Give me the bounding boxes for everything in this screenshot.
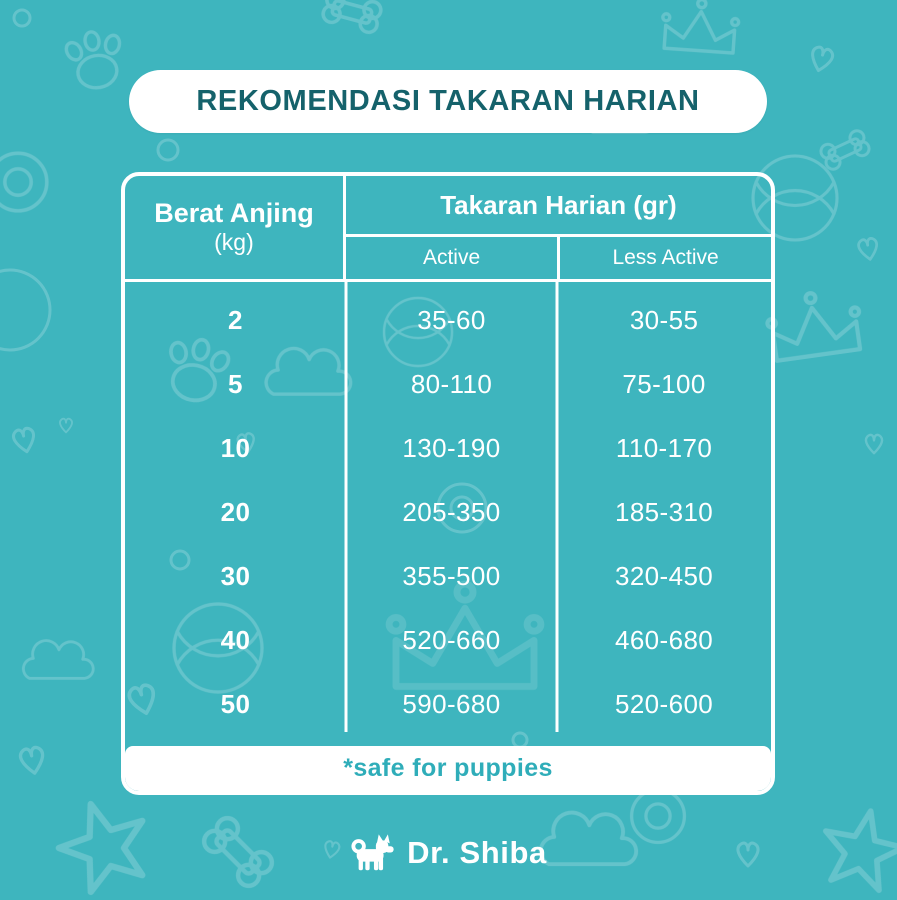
table-row: 5 80-110 75-100 bbox=[125, 352, 771, 416]
table-row: 30 355-500 320-450 bbox=[125, 544, 771, 608]
less-active-column-header: Less Active bbox=[557, 237, 771, 279]
column-divider bbox=[555, 282, 559, 732]
weight-cell: 40 bbox=[220, 624, 251, 655]
weight-cell: 50 bbox=[220, 688, 251, 719]
active-cell: 355-500 bbox=[402, 560, 501, 591]
table-row: 20 205-350 185-310 bbox=[125, 480, 771, 544]
table-header: Berat Anjing (kg) Takaran Harian (gr) Ac… bbox=[125, 176, 771, 282]
weight-cell: 5 bbox=[228, 368, 243, 399]
table-row: 50 590-680 520-600 bbox=[125, 672, 771, 736]
page-title: REKOMENDASI TAKARAN HARIAN bbox=[196, 85, 700, 117]
table-body: 2 35-60 30-55 5 80-110 75-100 10 130-190… bbox=[125, 282, 771, 746]
less-active-cell: 320-450 bbox=[614, 560, 714, 591]
less-active-cell: 30-55 bbox=[629, 304, 699, 335]
footnote-bar: *safe for puppies bbox=[125, 746, 771, 791]
dog-icon bbox=[351, 834, 394, 871]
less-active-cell: 520-600 bbox=[614, 688, 714, 719]
less-active-cell: 110-170 bbox=[615, 432, 713, 463]
weight-cell: 20 bbox=[220, 496, 251, 527]
less-active-cell: 75-100 bbox=[622, 368, 706, 399]
active-cell: 205-350 bbox=[402, 496, 501, 527]
brand-name: Dr. Shiba bbox=[407, 835, 547, 870]
active-cell: 520-660 bbox=[402, 624, 501, 655]
active-cell: 130-190 bbox=[402, 432, 501, 463]
title-banner: REKOMENDASI TAKARAN HARIAN bbox=[129, 70, 767, 133]
active-cell: 35-60 bbox=[417, 304, 486, 335]
weight-header-label: Berat Anjing bbox=[154, 197, 314, 228]
brand-logo: Dr. Shiba bbox=[0, 833, 897, 873]
table-row: 2 35-60 30-55 bbox=[125, 288, 771, 352]
table-row: 40 520-660 460-680 bbox=[125, 608, 771, 672]
less-active-cell: 185-310 bbox=[614, 496, 714, 527]
less-active-cell: 460-680 bbox=[614, 624, 714, 655]
active-column-header: Active bbox=[422, 246, 481, 269]
column-divider bbox=[344, 282, 348, 732]
weight-cell: 2 bbox=[228, 304, 243, 335]
serving-subheader-row: Active Less Active bbox=[345, 234, 771, 279]
active-cell: 590-680 bbox=[402, 688, 501, 719]
serving-table: Berat Anjing (kg) Takaran Harian (gr) Ac… bbox=[121, 172, 775, 795]
weight-cell: 30 bbox=[220, 560, 251, 591]
weight-unit-label: (kg) bbox=[214, 229, 254, 256]
serving-header-label: Takaran Harian (gr) bbox=[440, 189, 677, 220]
serving-header-cell: Takaran Harian (gr) Active Less Active bbox=[345, 176, 771, 279]
active-cell: 80-110 bbox=[410, 368, 493, 399]
table-row: 10 130-190 110-170 bbox=[125, 416, 771, 480]
footnote: *safe for puppies bbox=[343, 754, 553, 782]
weight-cell: 10 bbox=[220, 432, 251, 463]
weight-header-cell: Berat Anjing (kg) bbox=[125, 176, 346, 279]
